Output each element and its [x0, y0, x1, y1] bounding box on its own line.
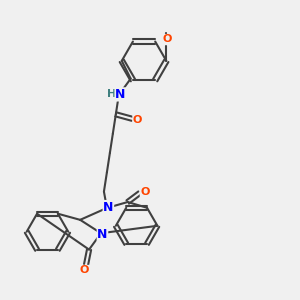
Text: N: N: [115, 88, 125, 101]
Text: O: O: [162, 34, 172, 44]
Text: O: O: [133, 115, 142, 125]
Text: N: N: [97, 228, 108, 241]
Text: O: O: [80, 266, 89, 275]
Text: N: N: [103, 201, 114, 214]
Text: O: O: [140, 187, 150, 196]
Text: H: H: [107, 88, 116, 98]
